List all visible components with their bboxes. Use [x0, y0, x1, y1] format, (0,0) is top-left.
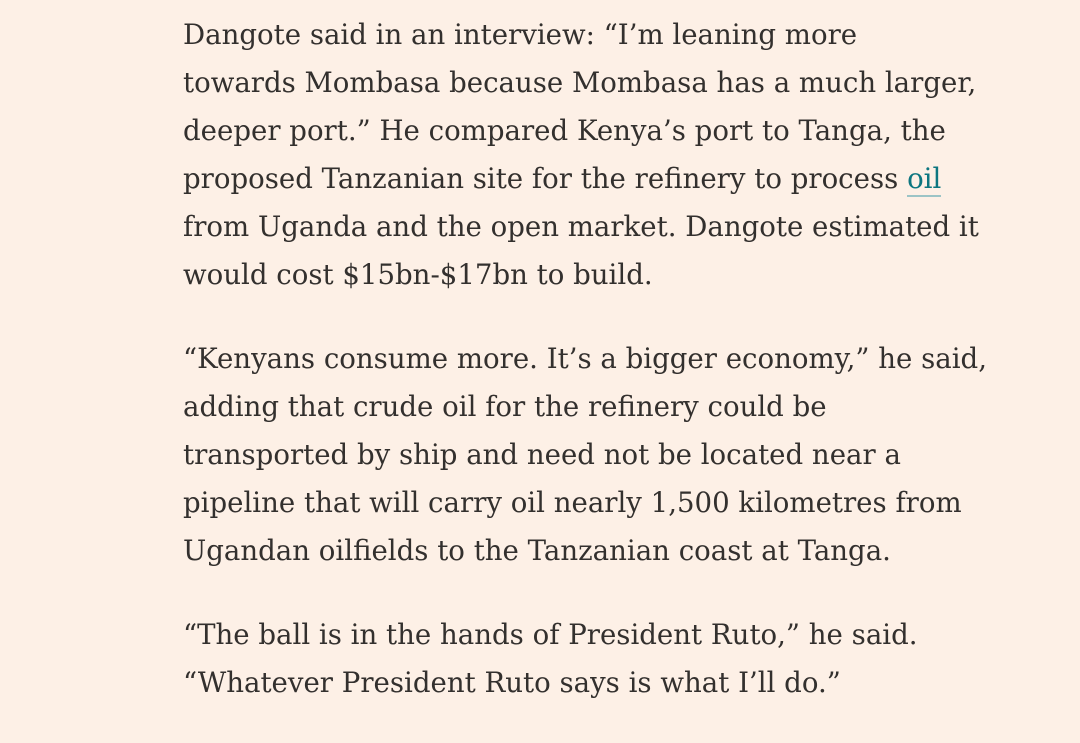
text-segment: proposed Tanzanian site for the refinery… [183, 162, 908, 195]
text-line: pipeline that will carry oil nearly 1,50… [183, 486, 962, 519]
text-line: Dangote said in an interview: “I’m leani… [183, 18, 858, 51]
paragraph-1: Dangote said in an interview: “I’m leani… [183, 11, 1023, 299]
text-line: “The ball is in the hands of President R… [183, 618, 918, 651]
text-line: transported by ship and need not be loca… [183, 438, 901, 471]
text-line: from Uganda and the open market. Dangote… [183, 210, 979, 243]
paragraph-2: “Kenyans consume more. It’s a bigger eco… [183, 335, 1023, 575]
text-line: adding that crude oil for the refinery c… [183, 390, 827, 423]
text-line: would cost $15bn-$17bn to build. [183, 258, 653, 291]
paragraph-3: “The ball is in the hands of President R… [183, 611, 1023, 707]
text-line: Ugandan oilfields to the Tanzanian coast… [183, 534, 891, 567]
article-body: Dangote said in an interview: “I’m leani… [183, 11, 1023, 743]
text-line: “Whatever President Ruto says is what I’… [183, 666, 841, 699]
text-line: towards Mombasa because Mombasa has a mu… [183, 66, 977, 99]
oil-topic-link[interactable]: oil [907, 162, 942, 197]
text-line: “Kenyans consume more. It’s a bigger eco… [183, 342, 987, 375]
text-line-with-link: proposed Tanzanian site for the refinery… [183, 155, 1023, 203]
text-line: deeper port.” He compared Kenya’s port t… [183, 114, 946, 147]
